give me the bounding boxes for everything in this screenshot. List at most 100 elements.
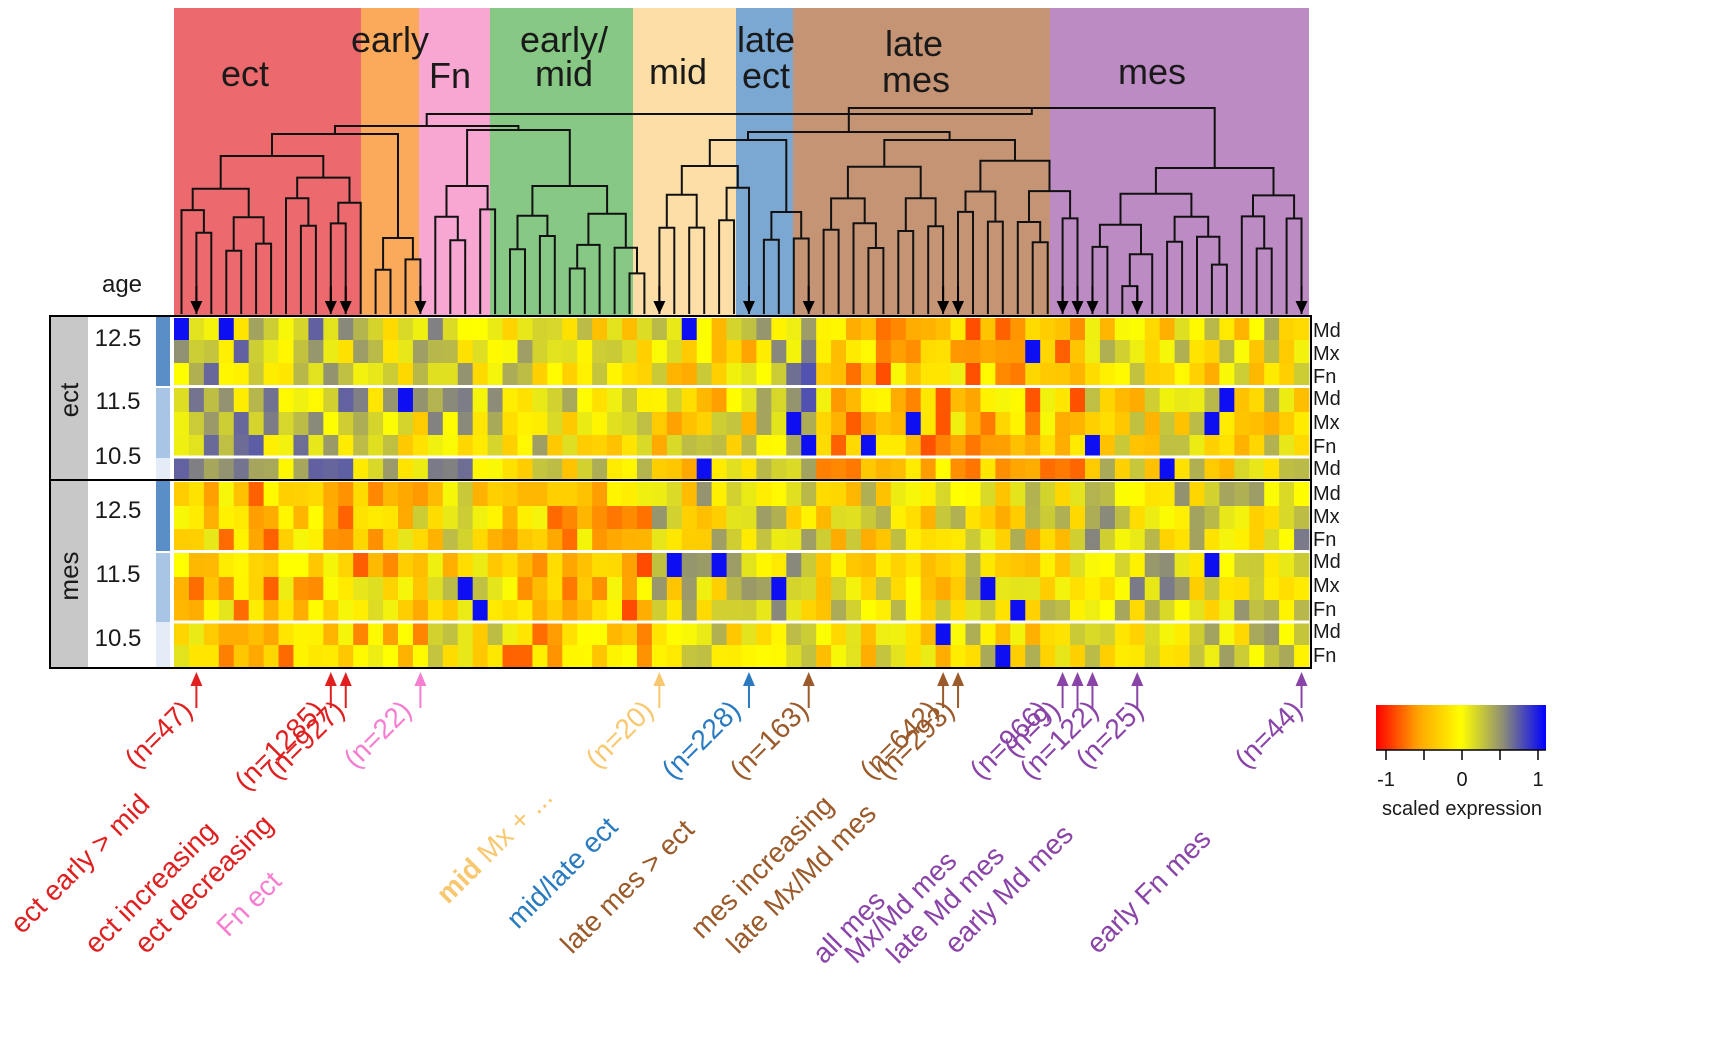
heatmap-cell [218,363,235,386]
heatmap-cell [1070,622,1086,645]
heatmap-cell [1084,600,1101,622]
heatmap-cell [427,553,444,577]
heatmap-cell [442,318,459,340]
heatmap-cell [174,458,190,480]
heatmap-cell [622,458,638,480]
heatmap-cell [1249,577,1265,600]
heatmap-cell [323,600,339,622]
heatmap-cell [860,458,877,480]
heatmap-cell [1099,318,1116,340]
heatmap-cell [1040,412,1056,435]
heatmap-cell [517,318,533,340]
heatmap-cell [188,622,205,645]
heatmap-cell [1204,340,1220,363]
heatmap-cell [532,600,548,622]
heatmap-cell [338,645,354,667]
heatmap-cell [980,553,996,577]
arrow-head [1056,672,1069,686]
heatmap-cell [831,318,847,340]
heatmap-cell [860,553,877,577]
heatmap-cell [263,435,279,458]
heatmap-cell [517,458,533,480]
heatmap-cell [1070,529,1086,551]
heatmap-cell [995,340,1011,363]
heatmap-cell [487,645,503,667]
heatmap-cell [293,529,309,551]
heatmap-cell [711,577,727,600]
heatmap-cell [711,529,727,551]
heatmap-cell [1234,600,1250,622]
heatmap-cell [1234,458,1250,480]
heatmap-cell [860,529,877,551]
heatmap-cell [368,600,384,622]
heatmap-cell [980,318,996,340]
heatmap-cell [1204,318,1220,340]
heatmap-cell [905,645,922,667]
dendrogram-branches [180,107,1303,314]
heatmap-cell [1114,412,1131,435]
heatmap-cell [457,506,474,529]
heatmap-cell [622,388,638,412]
heatmap-cell [681,529,698,551]
heatmap-cell [741,553,757,577]
heatmap-cell [607,529,623,551]
heatmap-cell [383,577,399,600]
heatmap-cell [1070,340,1086,363]
heatmap-cell [263,363,279,386]
heatmap-cell [711,506,727,529]
heatmap-cell [188,577,205,600]
heatmap-cell [935,412,951,435]
age-strip [156,622,170,667]
heatmap-cell [651,506,668,529]
heatmap-cell [547,318,563,340]
heatmap-cell [965,506,981,529]
heatmap-cell [1294,506,1310,529]
heatmap-cell [1219,553,1235,577]
heatmap-cell [1114,645,1131,667]
heatmap-cell [771,506,787,529]
heatmap-cell [547,435,563,458]
heatmap-cell [786,435,802,458]
heatmap-cell [1279,363,1295,386]
heatmap-cell [950,553,966,577]
heatmap-cell [592,506,608,529]
heatmap-cell [502,458,518,480]
heatmap-cell [890,553,907,577]
heatmap-cell [801,482,817,506]
heatmap-cell [278,388,294,412]
heatmap-cell [666,318,683,340]
heatmap-cell [1294,388,1310,412]
heatmap-cell [1264,645,1280,667]
heatmap-cell [383,412,399,435]
cluster-arrows-top [190,286,1308,314]
heatmap-cell [1264,622,1280,645]
heatmap-cell [1219,318,1235,340]
heatmap-cell [532,622,548,645]
age-strip [156,458,170,479]
heatmap-cell [442,435,459,458]
heatmap-cell [816,318,832,340]
arrow-head [952,301,965,314]
heatmap-cell [383,645,399,667]
heatmap-cell [756,600,772,622]
heatmap-cell [965,553,981,577]
heatmap-cell [1219,388,1235,412]
heatmap-cell [905,506,922,529]
heatmap-cell [457,318,474,340]
heatmap-cell [756,435,772,458]
heatmap-cell [905,482,922,506]
heatmap-cell [905,622,922,645]
heatmap-cell [427,600,444,622]
heatmap-cell [353,458,369,480]
heatmap-cell [771,553,787,577]
heatmap-cell [711,645,727,667]
heatmap-cell [1040,482,1056,506]
arrow-head [339,301,352,314]
heatmap-cell [1189,363,1205,386]
heatmap-cell [457,577,474,600]
heatmap-cell [875,412,892,435]
heatmap-cell [1159,318,1175,340]
heatmap-cell [1099,458,1116,480]
heatmap-cell [696,622,713,645]
heatmap-cell [368,622,384,645]
